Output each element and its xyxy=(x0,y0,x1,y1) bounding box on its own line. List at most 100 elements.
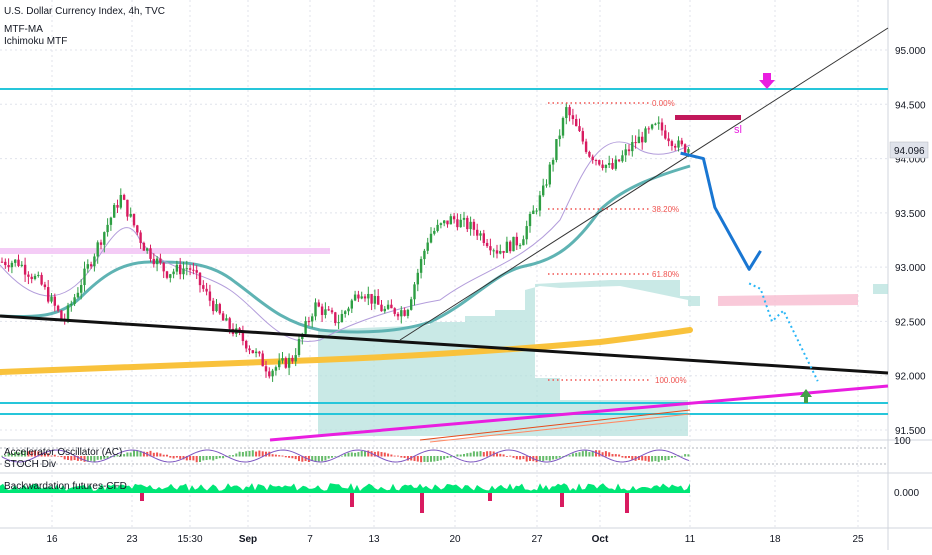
ac-bar xyxy=(192,456,195,461)
candle-body xyxy=(403,310,406,316)
candle-body xyxy=(271,370,274,377)
candle-body xyxy=(363,296,367,299)
ac-bar xyxy=(294,456,297,460)
ac-bar xyxy=(608,452,611,457)
backwardation-pane xyxy=(0,483,690,513)
candle-body xyxy=(202,285,205,289)
ac-bar xyxy=(482,452,485,457)
ac-bar xyxy=(575,452,578,457)
candle-body xyxy=(353,294,357,301)
candle-body xyxy=(113,205,116,218)
y-tick-label: 93.500 xyxy=(895,209,926,220)
sl-label: sl xyxy=(734,124,742,136)
ac-bar xyxy=(416,456,419,462)
candle-body xyxy=(380,304,383,312)
ac-bar xyxy=(17,452,20,457)
ac-bar xyxy=(274,454,277,457)
candle-body xyxy=(126,199,129,217)
ac-bar xyxy=(469,452,472,457)
legend-backwardation: Backwardation futures-CFD xyxy=(4,481,127,492)
ac-bar xyxy=(96,456,99,460)
ac-bar xyxy=(423,456,426,462)
ac-bar xyxy=(489,451,492,457)
candle-body xyxy=(657,122,660,124)
candle-body xyxy=(139,232,142,243)
candle-body xyxy=(509,241,512,252)
ac-bar xyxy=(496,453,498,457)
candle-body xyxy=(594,160,598,162)
candle-body xyxy=(212,300,215,312)
x-tick-label: 15:30 xyxy=(177,534,202,545)
ac-bar xyxy=(364,451,366,457)
candle-body xyxy=(687,149,690,153)
ac-bar xyxy=(291,456,294,459)
price-axis[interactable] xyxy=(888,0,932,550)
legend-stoch: STOCH Div xyxy=(4,459,57,470)
ac-bar xyxy=(552,456,555,460)
candle-body xyxy=(241,332,245,342)
ac-bar xyxy=(218,456,221,459)
grid-lines xyxy=(0,0,888,528)
ac-bar xyxy=(281,455,284,457)
candle-body xyxy=(47,287,50,302)
candle-body xyxy=(495,250,499,254)
ac-bar xyxy=(377,451,380,457)
ac-bar xyxy=(47,453,50,457)
cloud-green xyxy=(318,280,700,436)
ac-bar xyxy=(588,452,591,457)
ac-bar xyxy=(647,456,650,462)
x-tick-label: Sep xyxy=(239,534,257,545)
ac-bar xyxy=(383,452,386,457)
candle-body xyxy=(185,268,188,270)
ac-bar xyxy=(624,456,627,459)
x-tick-label: 25 xyxy=(852,534,864,545)
ac-bar xyxy=(406,456,409,461)
candle-body xyxy=(73,297,76,305)
rising-trendline-thin xyxy=(399,27,889,341)
candle-body xyxy=(56,305,60,311)
candle-body xyxy=(37,274,40,276)
y-tick-label: 94.000 xyxy=(895,155,926,166)
candle-body xyxy=(70,304,73,306)
ac-bar xyxy=(439,456,442,461)
candle-body xyxy=(7,265,10,268)
candle-body xyxy=(340,313,344,323)
candle-body xyxy=(416,272,419,285)
ac-bar xyxy=(446,456,449,458)
candle-body xyxy=(17,259,20,266)
ac-bar xyxy=(245,451,248,457)
candle-body xyxy=(578,126,581,132)
legend-ichimoku: Ichimoku MTF xyxy=(4,36,68,47)
candle-body xyxy=(476,229,479,236)
ac-bar xyxy=(30,451,33,457)
candle-body xyxy=(122,194,126,200)
candle-body xyxy=(419,259,423,273)
ac-bar xyxy=(202,456,205,461)
ac-bar xyxy=(354,452,357,457)
candle-body xyxy=(119,194,122,208)
ac-bar xyxy=(525,456,528,462)
fib-382-label: 38.20% xyxy=(652,205,679,214)
ac-bar xyxy=(169,456,172,458)
ac-bar xyxy=(601,452,604,457)
ac-bar xyxy=(687,454,690,457)
candle-body xyxy=(538,195,542,211)
ac-bar xyxy=(109,456,112,457)
candle-body xyxy=(360,296,363,299)
ac-bar xyxy=(548,456,551,461)
candle-body xyxy=(641,136,644,143)
x-tick-label: 11 xyxy=(685,534,696,545)
x-axis-ticks: 16 23 15:30 Sep 7 13 20 27 Oct 11 18 25 xyxy=(46,534,864,545)
ac-bar xyxy=(179,456,182,459)
ac-bar xyxy=(327,456,330,459)
x-tick-label: Oct xyxy=(592,534,609,545)
candle-body xyxy=(614,159,617,169)
candle-body xyxy=(225,318,228,321)
ac-bar xyxy=(611,454,614,457)
ac-bar xyxy=(106,456,109,459)
cloud-red xyxy=(718,294,858,306)
ac-bar xyxy=(268,451,271,457)
ac-bar xyxy=(502,454,505,457)
ac-bar xyxy=(195,456,198,463)
